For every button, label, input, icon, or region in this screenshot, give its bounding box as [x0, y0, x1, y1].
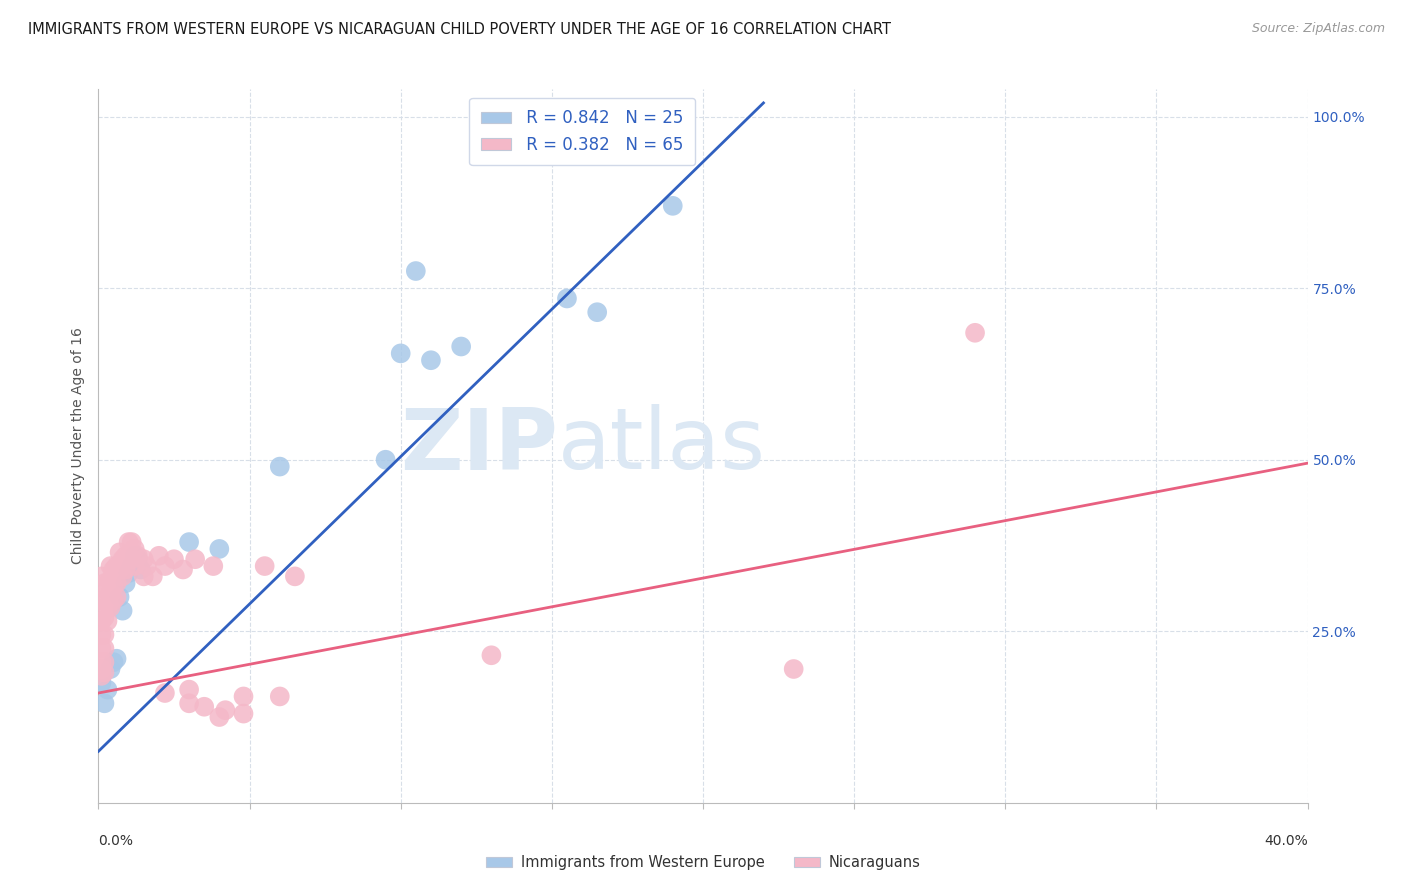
Point — [555, 292, 578, 306]
Point — [90, 628, 112, 642]
Point — [90, 662, 112, 676]
Point — [783, 662, 806, 676]
Point — [153, 559, 176, 574]
Point — [103, 593, 125, 607]
Point — [214, 703, 236, 717]
Point — [153, 686, 176, 700]
Point — [100, 559, 122, 574]
Point — [96, 682, 118, 697]
Point — [284, 569, 307, 583]
Text: 40.0%: 40.0% — [1264, 834, 1308, 848]
Point — [90, 593, 112, 607]
Point — [132, 569, 155, 583]
Point — [93, 665, 115, 680]
Point — [208, 541, 231, 556]
Point — [127, 549, 149, 563]
Point — [135, 559, 157, 574]
Point — [148, 549, 170, 563]
Point — [232, 706, 254, 721]
Point — [93, 610, 115, 624]
Point — [118, 552, 141, 566]
Point — [586, 305, 609, 319]
Point — [124, 549, 146, 563]
Point — [108, 545, 131, 559]
Point — [389, 346, 412, 360]
Point — [90, 614, 112, 628]
Point — [108, 590, 131, 604]
Point — [420, 353, 443, 368]
Point — [208, 710, 231, 724]
Point — [121, 559, 143, 574]
Point — [405, 264, 427, 278]
Point — [105, 651, 128, 665]
Point — [184, 552, 207, 566]
Point — [129, 562, 152, 576]
Point — [90, 655, 112, 669]
Point — [96, 583, 118, 598]
Point — [121, 535, 143, 549]
Point — [100, 600, 122, 615]
Point — [114, 562, 136, 576]
Point — [90, 675, 112, 690]
Point — [108, 562, 131, 576]
Point — [163, 552, 186, 566]
Point — [118, 566, 141, 580]
Text: 0.0%: 0.0% — [98, 834, 134, 848]
Point — [93, 576, 115, 591]
Point — [179, 682, 201, 697]
Text: atlas: atlas — [558, 404, 766, 488]
Point — [90, 641, 112, 656]
Point — [103, 562, 125, 576]
Point — [124, 541, 146, 556]
Point — [96, 600, 118, 615]
Point — [100, 586, 122, 600]
Point — [100, 573, 122, 587]
Text: Source: ZipAtlas.com: Source: ZipAtlas.com — [1251, 22, 1385, 36]
Text: IMMIGRANTS FROM WESTERN EUROPE VS NICARAGUAN CHILD POVERTY UNDER THE AGE OF 16 C: IMMIGRANTS FROM WESTERN EUROPE VS NICARA… — [28, 22, 891, 37]
Point — [965, 326, 987, 340]
Point — [269, 459, 291, 474]
Point — [132, 552, 155, 566]
Y-axis label: Child Poverty Under the Age of 16: Child Poverty Under the Age of 16 — [72, 327, 86, 565]
Point — [662, 199, 685, 213]
Text: ZIP: ZIP — [401, 404, 558, 488]
Point — [96, 614, 118, 628]
Point — [100, 662, 122, 676]
Point — [450, 339, 472, 353]
Point — [202, 559, 225, 574]
Point — [127, 552, 149, 566]
Point — [93, 628, 115, 642]
Point — [90, 669, 112, 683]
Point — [90, 569, 112, 583]
Point — [105, 559, 128, 574]
Point — [114, 576, 136, 591]
Point — [93, 641, 115, 656]
Point — [179, 535, 201, 549]
Point — [114, 549, 136, 563]
Point — [193, 699, 215, 714]
Point — [481, 648, 503, 663]
Point — [103, 655, 125, 669]
Point — [105, 576, 128, 591]
Point — [121, 552, 143, 566]
Point — [374, 452, 396, 467]
Point — [93, 696, 115, 710]
Point — [111, 569, 134, 583]
Point — [179, 696, 201, 710]
Point — [103, 580, 125, 594]
Point — [232, 690, 254, 704]
Point — [172, 562, 194, 576]
Point — [269, 690, 291, 704]
Point — [118, 535, 141, 549]
Point — [93, 655, 115, 669]
Legend: Immigrants from Western Europe, Nicaraguans: Immigrants from Western Europe, Nicaragu… — [479, 849, 927, 876]
Point — [105, 590, 128, 604]
Point — [142, 569, 165, 583]
Point — [111, 552, 134, 566]
Point — [93, 593, 115, 607]
Point — [124, 559, 146, 574]
Point — [111, 604, 134, 618]
Legend:  R = 0.842   N = 25,  R = 0.382   N = 65: R = 0.842 N = 25, R = 0.382 N = 65 — [470, 97, 695, 165]
Point — [253, 559, 276, 574]
